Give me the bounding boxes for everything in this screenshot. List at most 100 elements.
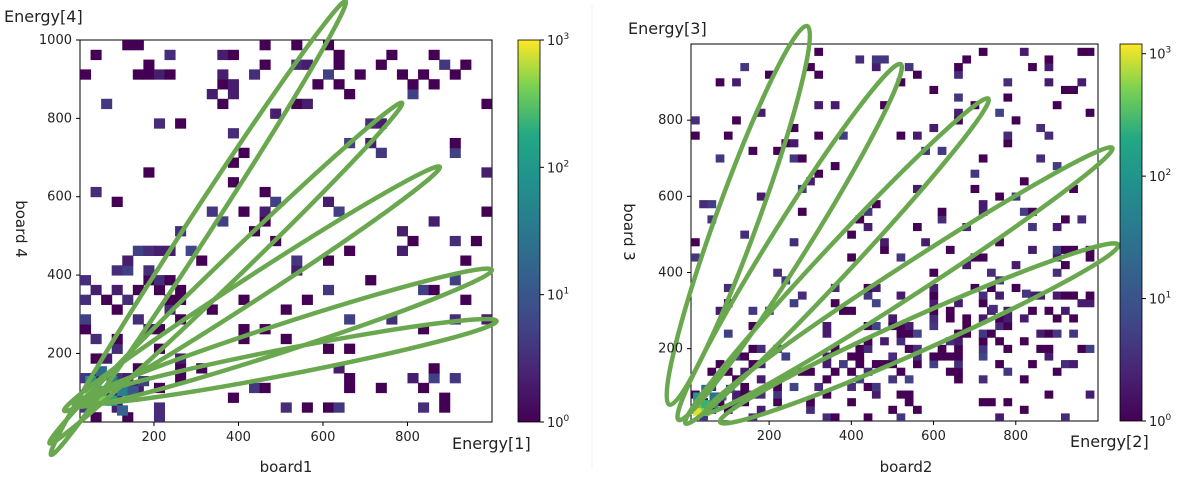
heatmap-bin: [904, 321, 914, 331]
heatmap-bin: [175, 373, 187, 384]
heatmap-bin: [756, 192, 766, 201]
heatmap-bin: [748, 360, 758, 369]
heatmap-bin: [322, 402, 335, 413]
heatmap-bin: [1069, 314, 1078, 323]
heatmap-bin: [707, 367, 717, 376]
heatmap-bin: [1003, 314, 1013, 323]
heatmap-hot-bin: [95, 366, 107, 377]
heatmap-hot-bin: [693, 392, 702, 401]
heatmap-bin: [1085, 108, 1095, 117]
heatmap-bin: [101, 353, 113, 364]
y-tick-label: 400: [658, 265, 683, 280]
heatmap-bin: [756, 108, 766, 117]
heatmap-bin: [344, 373, 356, 384]
y-tick-label: 800: [47, 111, 72, 126]
heatmap-bin: [740, 352, 750, 361]
heatmap-bin: [481, 206, 492, 217]
heatmap-bin: [904, 375, 914, 384]
heatmap-bin: [773, 382, 782, 392]
heatmap-bin: [847, 306, 856, 315]
heatmap-bin: [929, 291, 939, 300]
heatmap-bin: [185, 245, 197, 256]
heatmap-bin: [691, 131, 700, 140]
left-y-ticks: 200 400 600 800 1000: [39, 33, 80, 361]
heatmap-bin: [896, 78, 906, 87]
heatmap-bin: [1044, 344, 1054, 353]
heatmap-bin: [806, 405, 815, 414]
heatmap-bin: [111, 304, 123, 315]
heatmap-bin: [143, 69, 155, 80]
heatmap-bin: [90, 412, 102, 422]
heatmap-bin: [945, 245, 955, 254]
heatmap-bin: [822, 329, 832, 338]
heatmap-hot-bin: [989, 304, 998, 313]
heatmap-bin: [937, 207, 947, 216]
heatmap-bin: [748, 321, 758, 331]
heatmap-bin: [789, 154, 799, 163]
heatmap-bin: [847, 352, 856, 361]
heatmap-bin: [839, 306, 848, 315]
heatmap-bin: [206, 304, 218, 315]
heatmap-bin: [301, 402, 313, 413]
heatmap-bin: [1019, 314, 1029, 323]
heatmap-bin: [1011, 261, 1021, 270]
heatmap-bin: [1052, 101, 1062, 110]
heatmap-bin: [270, 196, 282, 208]
heatmap-bin: [1085, 344, 1095, 353]
heatmap-bin: [1061, 85, 1070, 95]
heatmap-bin: [375, 147, 387, 159]
heatmap-bin: [1028, 222, 1037, 232]
heatmap-bin: [449, 275, 461, 286]
heatmap-bin: [987, 283, 996, 293]
heatmap-bin: [217, 69, 229, 80]
heatmap-bin: [995, 413, 1004, 421]
heatmap-bin: [396, 69, 408, 80]
heatmap-bin: [814, 47, 824, 56]
heatmap-bin: [847, 367, 856, 376]
heatmap-bin: [978, 375, 988, 384]
heatmap-bin: [863, 413, 873, 421]
heatmap-bin: [449, 235, 461, 247]
heatmap-bin: [333, 206, 345, 217]
heatmap-bin: [715, 306, 725, 315]
heatmap-bin: [814, 131, 824, 140]
heatmap-hot-bin: [127, 385, 139, 397]
heatmap-bin: [354, 69, 366, 80]
heatmap-bin: [789, 382, 799, 392]
heatmap-bin: [1003, 131, 1013, 140]
heatmap-bin: [748, 344, 758, 353]
heatmap-bin: [871, 55, 881, 64]
heatmap-bin: [715, 154, 725, 163]
heatmap-bin: [407, 88, 419, 100]
heatmap-bin: [962, 55, 972, 64]
heatmap-bin: [691, 253, 700, 262]
heatmap-bin: [196, 255, 208, 266]
heatmap-bin: [937, 344, 947, 353]
heatmap-bin: [954, 344, 963, 353]
heatmap-bin: [929, 85, 939, 95]
heatmap-bin: [945, 314, 955, 323]
heatmap-bin: [913, 352, 922, 361]
heatmap-bin: [880, 337, 889, 346]
heatmap-bin: [871, 283, 881, 293]
heatmap-bin: [1011, 283, 1021, 293]
heatmap-bin: [937, 146, 947, 155]
heatmap-bin: [699, 413, 708, 421]
heatmap-bin: [217, 79, 229, 90]
x-tick-label: 200: [142, 430, 167, 445]
heatmap-bin: [855, 352, 865, 361]
heatmap-bin: [344, 314, 356, 325]
heatmap-bin: [987, 398, 996, 407]
heatmap-bin: [291, 98, 303, 110]
heatmap-bin: [1028, 245, 1037, 254]
left-colorbar: [517, 39, 541, 423]
heatmap-bin: [322, 343, 335, 354]
heatmap-bin: [80, 314, 92, 325]
heatmap-bin: [1036, 123, 1046, 133]
heatmap-bin: [871, 63, 881, 72]
heatmap-bin: [449, 373, 461, 384]
heatmap-bin: [1003, 398, 1013, 407]
heatmap-bin: [227, 49, 239, 61]
heatmap-bin: [691, 116, 700, 125]
heatmap-bin: [238, 294, 250, 305]
